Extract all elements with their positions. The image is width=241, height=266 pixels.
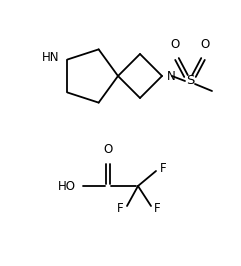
Text: O: O [200,38,210,51]
Text: F: F [160,163,167,176]
Text: HN: HN [42,51,59,64]
Text: S: S [186,74,194,88]
Text: F: F [116,202,123,214]
Text: F: F [154,202,161,214]
Text: N: N [167,69,176,82]
Text: O: O [170,38,180,51]
Text: O: O [103,143,113,156]
Text: HO: HO [58,180,76,193]
